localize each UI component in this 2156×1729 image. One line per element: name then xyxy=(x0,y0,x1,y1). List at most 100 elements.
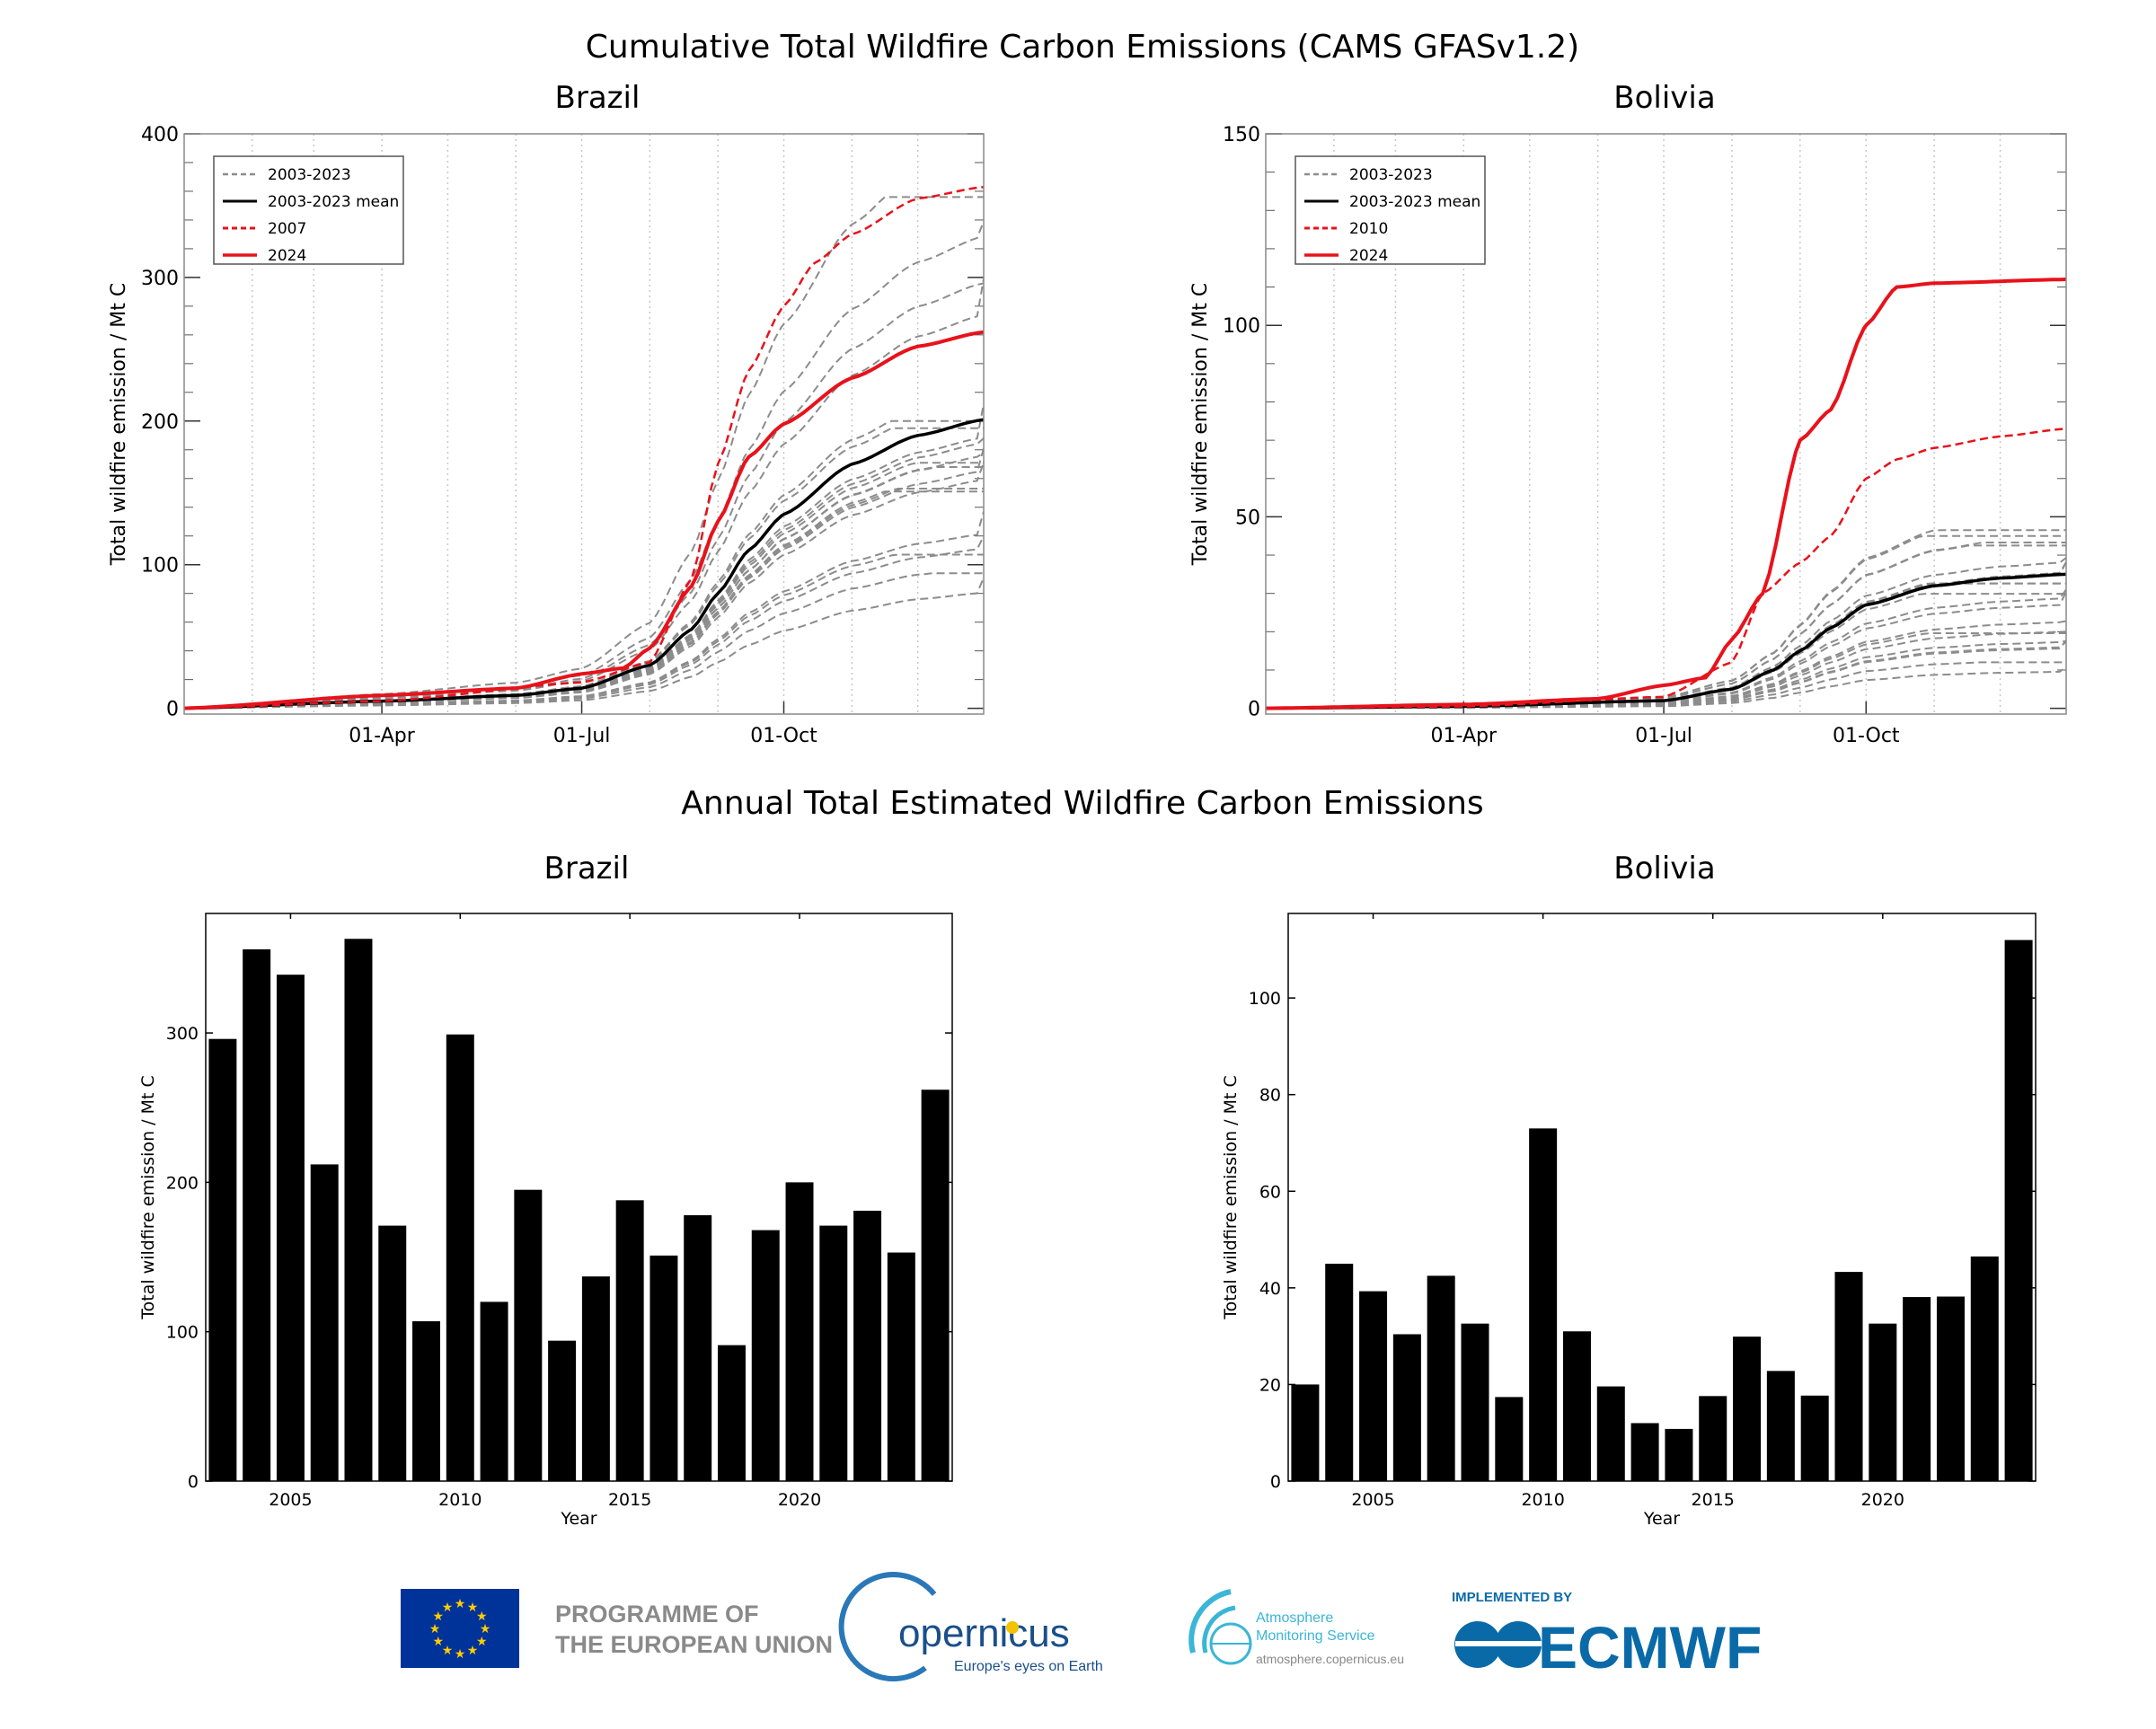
bar-2003 xyxy=(208,1038,237,1481)
history-line-2010 xyxy=(184,278,984,710)
bar-2012 xyxy=(514,1189,543,1481)
y-tick-label: 20 xyxy=(1259,1375,1281,1395)
history-line-2004 xyxy=(184,196,984,710)
history-line-2016 xyxy=(1266,593,2066,710)
bar-2008 xyxy=(378,1225,407,1481)
y-tick-label: 0 xyxy=(1248,699,1260,721)
legend-label: 2003-2023 mean xyxy=(268,193,399,211)
eu-star-icon: ★ xyxy=(442,1601,454,1615)
chart-title: Brazil xyxy=(544,851,630,887)
y-tick-label: 40 xyxy=(1259,1279,1281,1299)
eu-programme-line2: THE EUROPEAN UNION xyxy=(555,1631,833,1658)
bar-2021 xyxy=(1903,1297,1931,1481)
eu-star-icon: ★ xyxy=(455,1647,466,1662)
history-line-2006 xyxy=(1266,591,2066,710)
bar-2011 xyxy=(1562,1331,1591,1481)
history-line-2017 xyxy=(1266,620,2066,710)
plot-frame xyxy=(205,913,953,1482)
legend-label: 2003-2023 mean xyxy=(1349,193,1480,211)
x-axis-label: Year xyxy=(1643,1509,1680,1529)
history-line-2018 xyxy=(184,577,984,710)
bar-chart-bolivia: Bolivia 0 20 40 60 80 100 2005 2010 2015 2020 Year T… xyxy=(1221,851,2037,1529)
bar-2006 xyxy=(310,1164,339,1481)
footer-logos: ★ ★★★★★★★★★★★ PROGRAMME OF THE EUROPEAN U… xyxy=(401,1572,1762,1682)
x-tick-label: 2020 xyxy=(778,1490,821,1510)
eu-star-icon: ★ xyxy=(429,1622,441,1636)
plot-lines xyxy=(184,185,984,710)
x-tick-label: 2020 xyxy=(1861,1490,1904,1510)
bar-2005 xyxy=(276,975,305,1481)
copernicus-tagline: Europe's eyes on Earth xyxy=(954,1659,1103,1674)
plot-frame xyxy=(1265,133,2067,715)
y-tick-label: 400 xyxy=(141,124,179,146)
x-tick-label: 2010 xyxy=(438,1490,482,1510)
eu-star-icon: ★ xyxy=(467,1601,479,1615)
y-tick-label: 60 xyxy=(1259,1182,1281,1202)
bar-2023 xyxy=(1970,1256,1999,1481)
y-tick-label: 300 xyxy=(141,268,179,290)
y-tick-label: 0 xyxy=(188,1472,199,1492)
line-chart-bolivia: Bolivia 0 50 100 150 01-Apr 01-Jul 01-Oct Total … xyxy=(1189,80,2067,747)
bottom-title: Annual Total Estimated Wildfire Carbon E… xyxy=(681,785,1483,822)
series-line-2024 xyxy=(1266,278,2066,710)
copernicus-wordmark: opernicus xyxy=(898,1611,1070,1655)
legend-label: 2003-2023 xyxy=(268,166,351,184)
history-line-2005 xyxy=(184,221,984,710)
legend-label: 2003-2023 xyxy=(1349,166,1433,184)
plot-lines xyxy=(1266,278,2066,710)
x-tick-label: 01-Apr xyxy=(349,725,415,747)
bar-2022 xyxy=(853,1210,882,1481)
cams-line2: Monitoring Service xyxy=(1256,1628,1375,1644)
history-line-2006 xyxy=(184,403,984,710)
series-line-2024 xyxy=(184,330,984,710)
history-line-2022 xyxy=(184,447,984,710)
bar-chart-brazil: Brazil 0 100 200 300 2005 2010 2015 2020 Year Tota… xyxy=(138,851,953,1529)
y-axis-label: Total wildfire emission / Mt C xyxy=(138,1075,158,1320)
x-tick-label: 2005 xyxy=(1351,1490,1394,1510)
bar-2008 xyxy=(1461,1323,1489,1481)
cams-url: atmosphere.copernicus.eu xyxy=(1256,1652,1404,1666)
history-line-2012 xyxy=(184,427,984,710)
y-tick-label: 0 xyxy=(166,699,179,721)
x-tick-label: 2010 xyxy=(1521,1490,1564,1510)
bar-2022 xyxy=(1936,1296,1965,1481)
history-line-2017 xyxy=(184,452,984,710)
ecmwf-logo: IMPLEMENTED BY ECMWF xyxy=(1452,1590,1762,1680)
bar-2018 xyxy=(717,1345,746,1481)
history-line-2003 xyxy=(1266,631,2066,710)
x-tick-label: 01-Apr xyxy=(1431,725,1498,747)
x-tick-label: 01-Jul xyxy=(553,725,611,747)
chart-title: Bolivia xyxy=(1613,80,1715,116)
bar-2009 xyxy=(412,1321,441,1481)
eu-star-icon: ★ xyxy=(467,1644,479,1658)
cams-line1: Atmosphere xyxy=(1256,1610,1333,1626)
history-line-2013 xyxy=(184,572,984,710)
bar-2017 xyxy=(1766,1371,1795,1481)
history-line-2008 xyxy=(1266,582,2066,710)
history-line-2018 xyxy=(1266,640,2066,710)
history-line-2003 xyxy=(184,282,984,710)
x-tick-label: 2015 xyxy=(608,1490,651,1510)
y-tick-label: 100 xyxy=(1249,989,1281,1009)
bar-2011 xyxy=(480,1301,508,1481)
y-tick-label: 100 xyxy=(141,555,179,578)
copernicus-logo: opernicus Europe's eyes on Earth xyxy=(838,1572,1103,1682)
bar-2004 xyxy=(1325,1263,1354,1481)
y-tick-label: 0 xyxy=(1270,1472,1281,1492)
y-tick-label: 300 xyxy=(166,1024,199,1044)
eu-star-icon: ★ xyxy=(480,1622,491,1636)
x-tick-label: 01-Jul xyxy=(1635,725,1692,747)
history-line-2020 xyxy=(1266,582,2066,710)
y-tick-label: 50 xyxy=(1235,507,1260,529)
history-line-2014 xyxy=(184,511,984,710)
bar-2004 xyxy=(243,948,271,1481)
bar-2015 xyxy=(615,1200,644,1481)
bar-2010 xyxy=(446,1034,474,1481)
eu-star-icon: ★ xyxy=(476,1610,488,1624)
bar-2016 xyxy=(1733,1336,1762,1481)
history-line-2020 xyxy=(184,419,984,710)
y-tick-label: 200 xyxy=(166,1173,199,1193)
y-tick-label: 200 xyxy=(141,411,179,434)
